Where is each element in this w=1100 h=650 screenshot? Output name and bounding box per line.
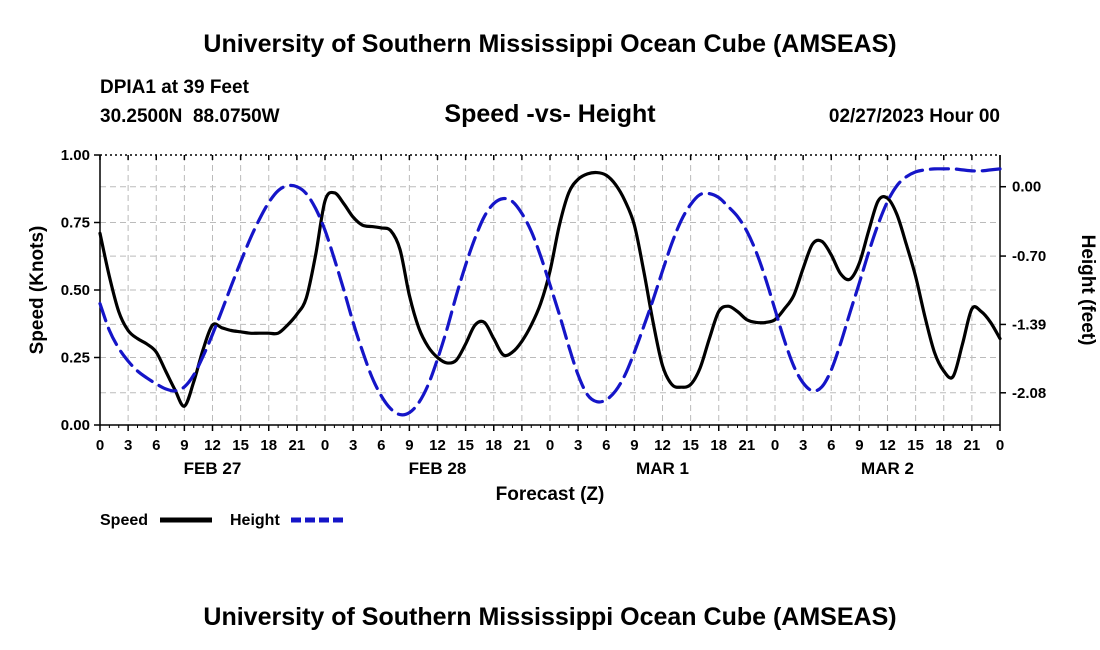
x-tick-label: 0 <box>996 437 1004 454</box>
chart-title: Speed -vs- Height <box>444 100 656 128</box>
date-label: FEB 27 <box>184 459 242 478</box>
legend-speed-label: Speed <box>100 512 148 529</box>
x-tick-label: 18 <box>935 437 952 454</box>
series-layer <box>98 167 1002 417</box>
y-tick-label: 0.50 <box>61 282 90 299</box>
y-tick-label: 1.00 <box>61 147 90 164</box>
x-tick-label: 12 <box>879 437 896 454</box>
grid <box>100 155 1000 425</box>
date-label: MAR 1 <box>636 459 689 478</box>
y-tick-label: 0.25 <box>61 350 90 367</box>
x-tick-label: 9 <box>405 437 413 454</box>
x-tick-label: 18 <box>485 437 502 454</box>
x-tick-label: 21 <box>964 437 981 454</box>
x-tick-label: 9 <box>630 437 638 454</box>
legend-height-label: Height <box>230 512 280 529</box>
x-tick-label: 21 <box>289 437 306 454</box>
date-label: FEB 28 <box>409 459 467 478</box>
x-tick-label: 6 <box>377 437 385 454</box>
speed-series-line <box>98 170 1002 408</box>
date-label: MAR 2 <box>861 459 914 478</box>
x-tick-label: 9 <box>180 437 188 454</box>
y2-tick-label: 0.00 <box>1012 179 1041 196</box>
x-tick-label: 0 <box>546 437 554 454</box>
height-series-line <box>98 167 1002 417</box>
axes: 0 3 6 9 12 15 18 21 0 3 6 9 12 15 18 21 0 3 6 9 12 15 18 21 0 3 6 9… <box>61 147 1046 478</box>
x-tick-label: 12 <box>204 437 221 454</box>
x-tick-label: 18 <box>710 437 727 454</box>
coordinates-label: 30.2500N 88.0750W <box>100 106 280 127</box>
x-tick-label: 6 <box>827 437 835 454</box>
x-tick-label: 6 <box>602 437 610 454</box>
x-tick-label: 0 <box>321 437 329 454</box>
y2-axis-label: Height (feet) <box>1077 235 1098 346</box>
x-tick-label: 9 <box>855 437 863 454</box>
station-label: DPIA1 at 39 Feet <box>100 77 249 98</box>
x-tick-label: 0 <box>771 437 779 454</box>
x-tick-label: 3 <box>799 437 807 454</box>
x-tick-label: 3 <box>349 437 357 454</box>
x-tick-label: 0 <box>96 437 104 454</box>
report-title: University of Southern Mississippi Ocean… <box>203 30 897 58</box>
x-tick-label: 12 <box>654 437 671 454</box>
x-tick-label: 21 <box>514 437 531 454</box>
x-tick-label: 21 <box>739 437 756 454</box>
x-tick-label: 15 <box>907 437 924 454</box>
x-axis-label: Forecast (Z) <box>496 484 605 505</box>
legend: Speed Height <box>100 512 343 529</box>
x-tick-label: 6 <box>152 437 160 454</box>
y-tick-label: 0.75 <box>61 215 90 232</box>
x-tick-label: 3 <box>574 437 582 454</box>
x-tick-label: 15 <box>457 437 474 454</box>
y2-tick-label: -1.39 <box>1012 316 1046 333</box>
x-tick-label: 15 <box>232 437 249 454</box>
y-tick-label: 0.00 <box>61 417 90 434</box>
forecast-datetime: 02/27/2023 Hour 00 <box>828 106 1000 127</box>
y2-tick-label: -0.70 <box>1012 248 1046 265</box>
x-tick-label: 15 <box>682 437 699 454</box>
x-tick-label: 12 <box>429 437 446 454</box>
y2-tick-label: -2.08 <box>1012 385 1046 402</box>
x-tick-label: 3 <box>124 437 132 454</box>
y-axis-label: Speed (Knots) <box>27 226 48 355</box>
report-title-bottom: University of Southern Mississippi Ocean… <box>203 603 896 631</box>
x-tick-label: 18 <box>260 437 277 454</box>
